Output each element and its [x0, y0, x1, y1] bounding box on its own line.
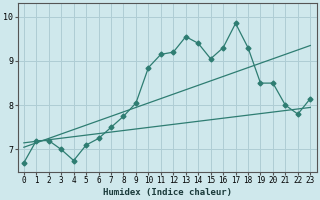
X-axis label: Humidex (Indice chaleur): Humidex (Indice chaleur): [103, 188, 232, 197]
